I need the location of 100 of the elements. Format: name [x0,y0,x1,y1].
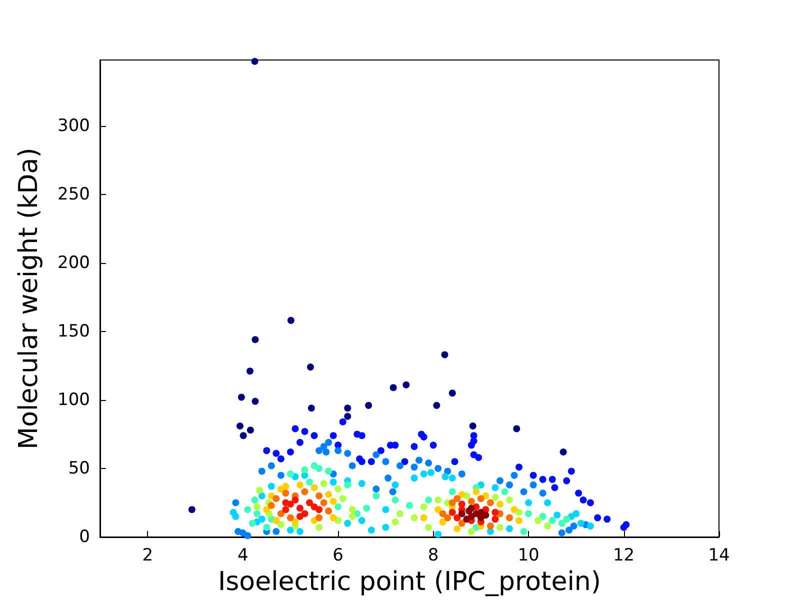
point [439,510,446,518]
point [306,499,314,506]
point [320,480,328,488]
point [325,491,332,498]
point [392,518,399,526]
point [384,474,392,482]
point [188,506,196,514]
point [258,468,266,475]
point [427,469,434,476]
point [316,524,323,531]
point [258,492,266,500]
point [506,496,513,504]
point [516,517,523,524]
point [620,524,628,531]
point [448,499,456,506]
point [510,506,518,514]
point [348,462,356,470]
point [282,482,290,490]
point [530,481,537,488]
point [441,351,448,358]
point [232,499,240,506]
point [344,450,352,457]
point [382,506,390,514]
point [286,514,294,522]
point [468,504,475,512]
point [246,368,254,375]
point [420,470,428,478]
point [448,474,456,482]
point [286,470,294,478]
point [330,478,337,486]
point [448,390,456,397]
point [410,474,418,482]
point [292,496,299,504]
point [501,488,508,496]
point [506,481,513,488]
point [410,514,418,522]
point [372,492,380,500]
point [454,514,461,522]
point [442,473,449,480]
x-tick-label: 14 [708,546,730,566]
point [396,510,404,518]
point [468,498,475,505]
point [560,448,567,456]
point [420,503,428,510]
point [389,488,396,496]
point [544,499,552,506]
point [277,455,284,462]
point [420,514,428,522]
point [272,517,280,524]
point [365,402,372,409]
point [570,522,578,530]
point [238,394,245,401]
point [525,510,532,518]
point [308,404,315,412]
y-tick-label: 150 [58,321,90,342]
point [475,454,482,461]
point [316,514,323,522]
point [468,528,475,536]
point [252,398,259,405]
point [358,517,366,524]
point [282,490,290,497]
x-axis-title: Isoelectric point (IPC_protein) [218,567,602,597]
point [425,459,432,466]
x-tick-label: 8 [428,546,439,566]
point [382,524,390,531]
point [236,422,244,430]
point [301,428,308,435]
point [325,438,332,446]
point [316,492,323,500]
point [594,514,602,522]
point [334,447,342,454]
x-tick-label: 6 [332,546,344,566]
point [286,448,294,456]
point [358,458,366,466]
point [334,503,342,510]
point [392,481,399,488]
point [322,448,330,456]
point [586,499,594,506]
point [470,438,478,445]
point [539,512,546,520]
point [604,516,611,523]
point [306,364,314,371]
point [496,524,504,531]
point [558,520,566,527]
point [268,462,275,470]
point [520,528,528,536]
point [272,528,280,536]
point [492,508,499,516]
point [492,494,499,501]
point [277,510,284,518]
point [282,506,290,514]
point [306,478,314,486]
point [444,468,452,475]
point [296,438,304,446]
point [534,517,542,524]
point [458,500,466,508]
point [372,486,380,493]
point [563,516,570,523]
point [246,426,254,434]
point [539,490,546,497]
